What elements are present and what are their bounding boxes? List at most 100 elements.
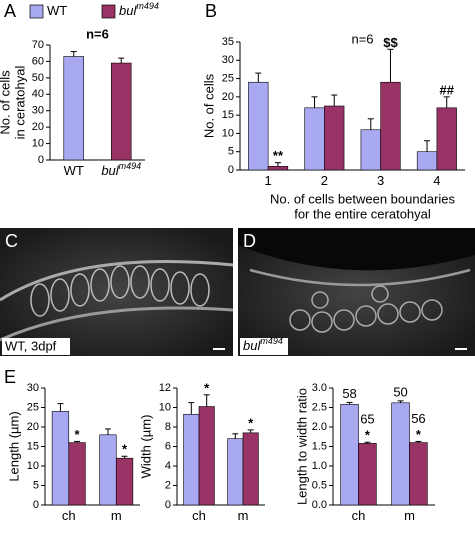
annotation: n=6 bbox=[86, 26, 109, 41]
y-tick-label: 0 bbox=[165, 499, 171, 511]
bar bbox=[68, 442, 86, 506]
y-tick-label: 0 bbox=[228, 164, 234, 176]
panel-label: B bbox=[205, 1, 217, 21]
x-tick-name: ch bbox=[352, 508, 366, 523]
y-axis-label: No. of cells bbox=[0, 70, 12, 135]
y-axis-label: Length to width ratio bbox=[294, 388, 309, 505]
bar bbox=[304, 107, 325, 171]
bar bbox=[324, 105, 345, 171]
bar bbox=[242, 432, 259, 506]
bar bbox=[115, 457, 134, 506]
y-tick-label: 30 bbox=[32, 105, 44, 117]
y-tick-label: 1.0 bbox=[312, 460, 327, 472]
y-axis-label: in ceratohyal bbox=[12, 66, 27, 140]
y-tick-label: 2.0 bbox=[312, 421, 327, 433]
y-tick-label: 40 bbox=[32, 88, 44, 100]
significance: ** bbox=[273, 148, 284, 163]
y-tick-label: 50 bbox=[32, 72, 44, 84]
x-tick-name: 3 bbox=[377, 173, 384, 188]
legend-label: WT bbox=[47, 3, 67, 18]
y-axis-label: Length (µm) bbox=[6, 411, 21, 481]
significance: * bbox=[416, 427, 422, 442]
bar bbox=[183, 414, 200, 506]
y-tick-label: 0.5 bbox=[312, 479, 327, 491]
y-tick-label: 35 bbox=[222, 36, 234, 48]
y-tick-label: 2.5 bbox=[312, 401, 327, 413]
bar bbox=[416, 151, 438, 171]
y-tick-label: 3.0 bbox=[312, 382, 327, 394]
y-tick-label: 20 bbox=[27, 421, 39, 433]
y-tick-label: 5 bbox=[228, 146, 234, 158]
x-tick-label: ch bbox=[192, 508, 206, 523]
x-tick-label: 2 bbox=[321, 173, 328, 188]
y-tick-label: 25 bbox=[27, 401, 39, 413]
n-label: 65 bbox=[360, 412, 374, 427]
x-tick-name: 2 bbox=[321, 173, 328, 188]
significance: * bbox=[365, 428, 371, 443]
x-tick-name: ch bbox=[192, 508, 206, 523]
y-tick-label: 20 bbox=[32, 121, 44, 133]
significance: * bbox=[248, 415, 254, 430]
bar bbox=[248, 81, 269, 171]
x-tick-name: m bbox=[111, 508, 122, 523]
caption-c: WT, 3dpf bbox=[5, 338, 57, 353]
y-tick-label: 15 bbox=[27, 440, 39, 452]
x-tick-label: bulm494 bbox=[101, 161, 141, 178]
significance: * bbox=[75, 427, 81, 442]
y-tick-label: 10 bbox=[27, 460, 39, 472]
x-tick-name: WT bbox=[64, 163, 84, 178]
bar bbox=[391, 402, 410, 506]
y-tick-label: 8 bbox=[165, 421, 171, 433]
y-tick-label: 10 bbox=[222, 127, 234, 139]
image-captions: WT, 3dpf bulm494 bbox=[2, 336, 288, 355]
y-tick-label: 4 bbox=[165, 460, 171, 472]
y-tick-label: 15 bbox=[222, 109, 234, 121]
y-tick-label: 25 bbox=[222, 72, 234, 84]
x-tick-label: 4 bbox=[433, 173, 440, 188]
bar bbox=[267, 166, 289, 171]
y-tick-label: 0.0 bbox=[312, 499, 327, 511]
bar bbox=[63, 56, 85, 161]
bar bbox=[227, 438, 244, 506]
panel-label: C bbox=[5, 231, 18, 251]
panel-label: D bbox=[243, 231, 256, 251]
x-tick-name: m bbox=[404, 508, 415, 523]
x-tick-label: ch bbox=[62, 508, 76, 523]
x-tick-label: 1 bbox=[265, 173, 272, 188]
y-tick-label: 60 bbox=[32, 55, 44, 67]
y-tick-label: 0 bbox=[33, 499, 39, 511]
y-tick-label: 20 bbox=[222, 91, 234, 103]
legend-name: WT bbox=[47, 3, 67, 18]
x-tick-name: m bbox=[238, 508, 249, 523]
significance: $$ bbox=[383, 35, 398, 50]
x-axis-label: No. of cells between boundaries bbox=[270, 191, 456, 206]
y-tick-label: 30 bbox=[27, 382, 39, 394]
legend-swatch bbox=[29, 4, 44, 19]
legend-label: bulm494 bbox=[119, 1, 159, 18]
n-label: 58 bbox=[342, 386, 356, 401]
panel-label: E bbox=[4, 367, 16, 387]
annotation: n=6 bbox=[351, 31, 373, 46]
x-tick-name: 4 bbox=[433, 173, 440, 188]
y-tick-label: 6 bbox=[165, 440, 171, 452]
y-tick-label: 10 bbox=[32, 137, 44, 149]
caption-d-sup: m494 bbox=[260, 336, 283, 346]
x-tick-label: WT bbox=[64, 163, 84, 178]
significance: * bbox=[204, 380, 210, 395]
caption-d: bulm494 bbox=[243, 336, 283, 353]
bar bbox=[99, 434, 117, 506]
x-tick-label: m bbox=[111, 508, 122, 523]
bar bbox=[110, 62, 132, 161]
significance: * bbox=[122, 442, 128, 457]
legend-name: bul bbox=[119, 3, 137, 18]
significance: ## bbox=[439, 82, 454, 97]
bar bbox=[358, 443, 377, 506]
y-tick-label: 30 bbox=[222, 54, 234, 66]
bar bbox=[340, 404, 359, 506]
bar bbox=[198, 406, 215, 506]
bar bbox=[51, 411, 70, 506]
x-tick-label: 3 bbox=[377, 173, 384, 188]
x-axis-label: for the entire ceratohyal bbox=[294, 206, 431, 221]
y-tick-label: 2 bbox=[165, 479, 171, 491]
n-label: 50 bbox=[393, 384, 407, 399]
